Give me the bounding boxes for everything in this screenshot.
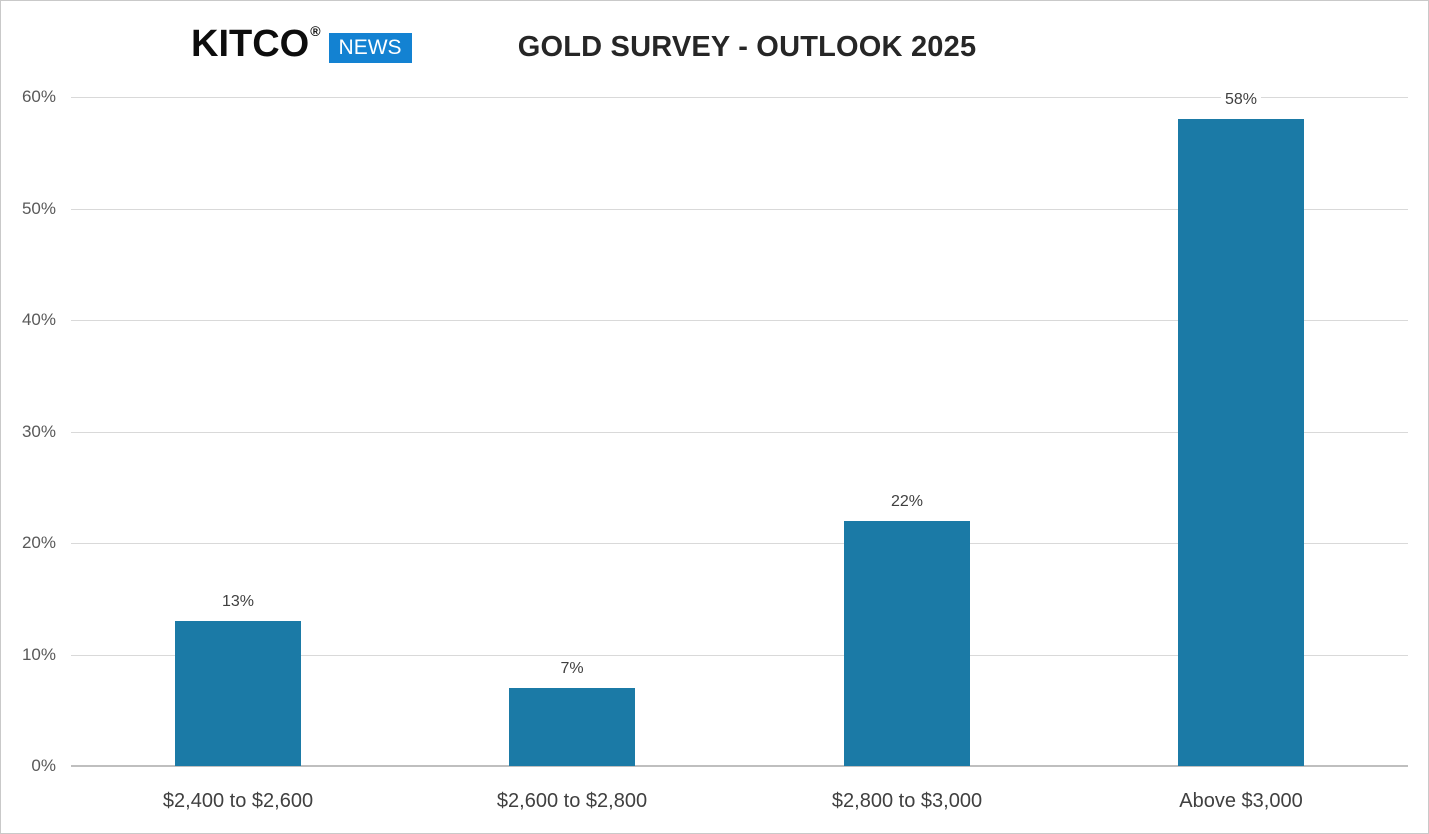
x-axis-line (71, 765, 1408, 767)
y-tick-label-50: 50% (21, 199, 56, 218)
bar-value-label-3: 22% (886, 492, 928, 512)
x-category-label-2: $2,600 to $2,800 (496, 790, 648, 812)
gridline-20 (71, 543, 1408, 544)
bar-4 (1178, 119, 1304, 766)
news-badge: NEWS (328, 33, 412, 63)
bar-value-label-1: 13% (217, 592, 259, 612)
bar-1 (175, 621, 301, 766)
x-category-label-4: Above $3,000 (1179, 790, 1303, 812)
x-category-label-1: $2,400 to $2,600 (162, 790, 314, 812)
bar-3 (844, 521, 970, 766)
y-tick-label-10: 10% (21, 645, 56, 664)
kitco-logo: KITCO ® NEWS (191, 22, 412, 63)
registered-trademark-icon: ® (310, 23, 321, 39)
kitco-wordmark: KITCO (191, 23, 310, 65)
y-tick-label-0: 0% (31, 756, 56, 775)
chart-title: GOLD SURVEY - OUTLOOK 2025 (517, 31, 977, 63)
x-category-label-3: $2,800 to $3,000 (831, 790, 983, 812)
y-tick-label-60: 60% (21, 87, 56, 106)
gridline-30 (71, 432, 1408, 433)
bar-value-label-4: 58% (1220, 90, 1262, 110)
bar-value-label-2: 7% (556, 659, 588, 679)
bar-2 (509, 688, 635, 766)
gridline-10 (71, 655, 1408, 656)
y-tick-label-20: 20% (21, 533, 56, 552)
gridline-50 (71, 209, 1408, 210)
gridline-60 (71, 97, 1408, 98)
gridline-40 (71, 320, 1408, 321)
y-tick-label-30: 30% (21, 422, 56, 441)
y-tick-label-40: 40% (21, 310, 56, 329)
